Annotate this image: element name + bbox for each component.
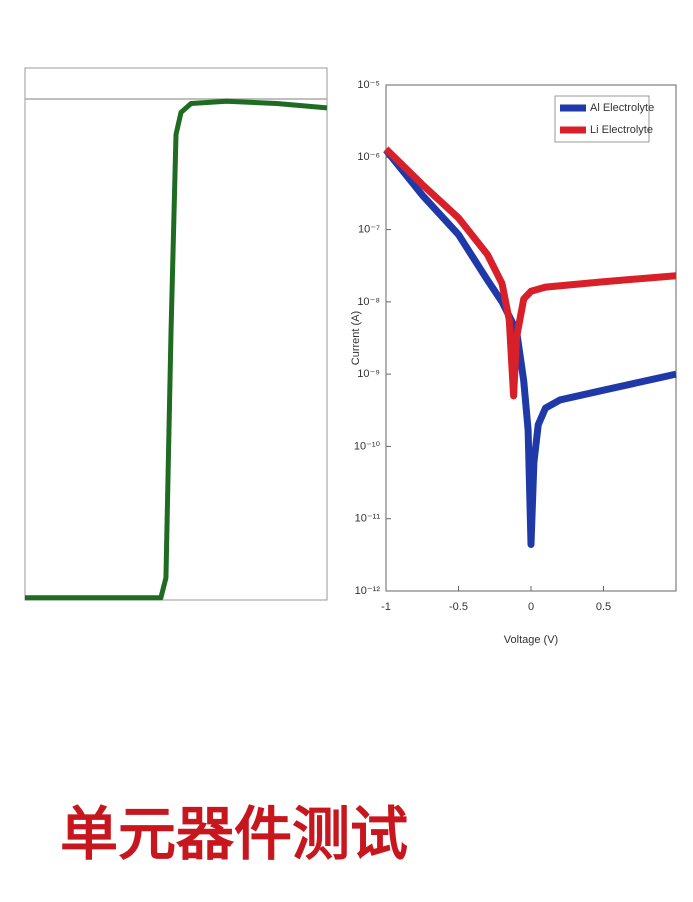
y-tick-label: 10⁻¹² — [355, 585, 381, 597]
y-tick-label: 10⁻⁵ — [357, 79, 380, 91]
y-tick-label: 10⁻⁸ — [357, 296, 380, 308]
y-tick-label: 10⁻⁹ — [357, 368, 380, 380]
y-tick-label: 10⁻¹⁰ — [354, 440, 381, 452]
y-axis-label: Current (A) — [350, 311, 362, 365]
x-tick-label: 0 — [528, 601, 534, 613]
y-tick-label: 10⁻⁷ — [358, 223, 380, 235]
x-tick-label: 0.5 — [596, 601, 611, 613]
legend-box — [554, 95, 650, 143]
x-tick-label: -0.5 — [449, 601, 468, 613]
y-tick-label: 10⁻¹¹ — [355, 513, 381, 525]
series-line — [383, 147, 677, 548]
x-axis-label: Voltage (V) — [504, 634, 558, 646]
legend-label: Li Electrolyte — [590, 124, 653, 136]
series-line — [383, 146, 677, 400]
series-line — [25, 98, 328, 601]
y-tick-label: 10⁻⁶ — [357, 151, 380, 163]
left-frame — [24, 67, 328, 601]
x-tick-label: -1 — [381, 601, 391, 613]
legend-label: Al Electrolyte — [590, 102, 654, 114]
caption: 单元器件测试 — [60, 800, 408, 868]
